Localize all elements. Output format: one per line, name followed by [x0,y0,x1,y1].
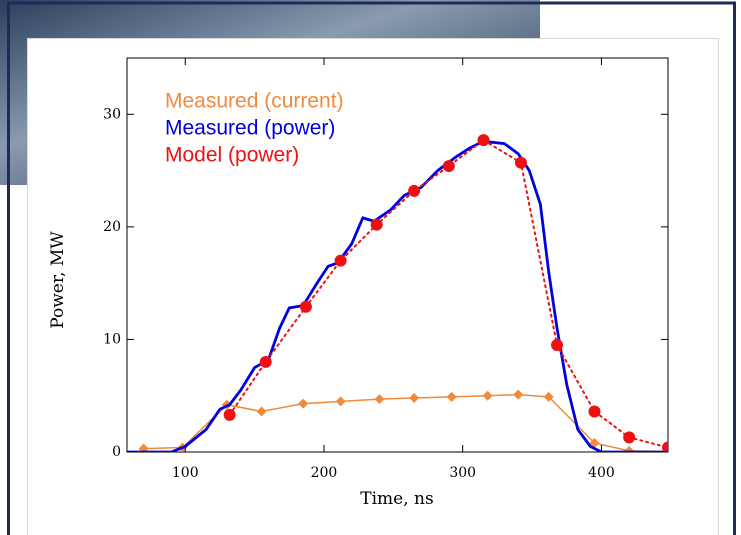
data-point [334,254,347,267]
data-point [223,408,236,421]
data-point [543,391,554,402]
data-point [589,437,600,448]
x-tick-label: 400 [588,465,615,481]
data-point [370,218,383,231]
x-axis-label: Time, ns [360,489,433,509]
legend-entry: Measured (power) [165,117,335,140]
data-point [259,355,272,368]
data-point [138,443,149,452]
data-point [588,405,601,418]
y-tick-label: 10 [103,331,121,347]
data-point [409,392,420,403]
data-point [335,396,346,407]
x-tick-label: 100 [172,465,199,481]
data-point [374,394,385,405]
data-point [514,156,527,169]
data-point [299,300,312,313]
data-point [551,339,564,352]
legend-entry: Model (power) [165,144,299,167]
x-tick-label: 300 [449,465,476,481]
data-point [408,184,421,197]
y-axis-label: Power, MW [48,231,68,329]
data-point [482,390,493,401]
y-tick-label: 0 [112,444,121,460]
data-point [298,398,309,409]
data-point [662,441,668,452]
data-point [477,134,490,147]
plot-area [127,134,668,452]
data-point [623,431,636,444]
legend-entry: Measured (current) [165,90,344,113]
x-tick-label: 200 [311,465,338,481]
frame [7,1,736,535]
plot-frame [126,57,669,453]
series-line [127,139,668,452]
data-point [256,406,267,417]
y-tick-label: 30 [103,106,121,122]
data-point [446,391,457,402]
y-tick-label: 20 [103,219,121,235]
panel [27,38,719,535]
data-point [624,445,635,452]
data-point [513,389,524,400]
data-point [442,160,455,173]
